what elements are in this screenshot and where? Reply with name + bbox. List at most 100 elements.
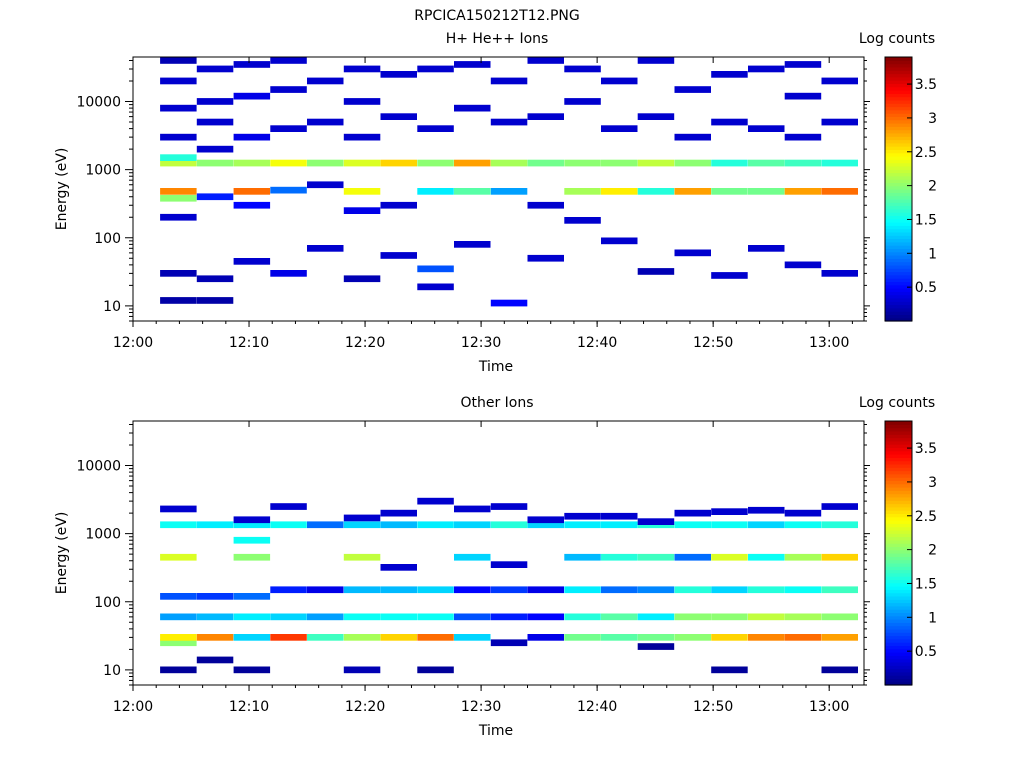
colorbar-swatch [885,424,912,429]
heatmap-cell [307,521,344,529]
colorbar-swatch [885,142,912,147]
heatmap-cell [196,656,234,664]
heatmap-cell [380,113,417,120]
heatmap-cell [564,586,601,594]
heatmap-cell [454,241,491,248]
heatmap-cell [601,521,638,529]
heatmap-cell [233,536,271,544]
plot-axes: 12:00 12:10 12:20 12:30 12:40 12:50 13:00 10 100… [76,420,870,715]
colorbar-swatch [885,106,912,111]
heatmap-cell [564,65,601,73]
figure-title: RPCICA150212T12.PNG [414,8,579,24]
heatmap-cell [490,299,528,307]
heatmap-cell [233,634,271,641]
heatmap-cell [417,613,454,621]
colorbar-swatch [885,529,912,534]
heatmap-cell [637,643,675,650]
heatmap-cell [233,666,271,674]
colorbar-swatch [885,218,912,223]
heatmap-cell [711,634,748,641]
colorbar-swatch [885,288,912,292]
colorbar-swatch [885,671,912,676]
heatmap-cell [343,553,381,561]
heatmap-cell [417,265,454,273]
colorbar-swatch [885,599,912,604]
x-tick-label: 12:00 [113,335,153,351]
colorbar-swatch [885,546,912,551]
heatmap-cell [711,613,748,621]
heatmap-cell [527,613,564,621]
x-tick-label: 12:50 [693,699,733,715]
colorbar-swatch [885,132,912,137]
heatmap-cell [564,188,601,195]
y-tick-label: 10000 [76,95,121,111]
colorbar-swatch [885,99,912,104]
heatmap-cell [564,613,601,621]
heatmap-cell [527,521,564,529]
colorbar-swatch [885,93,912,98]
colorbar-swatch [885,569,912,574]
heatmap-cell [307,634,344,641]
heatmap-cell [784,509,822,517]
heatmap-cell [196,98,234,105]
heatmap-cell [821,553,858,561]
colorbar-swatch [885,625,912,630]
colorbar-tick-label: 2.5 [915,509,937,525]
heatmap-cell [270,613,307,621]
heatmap-cell [601,613,638,621]
heatmap-cell [784,521,822,529]
colorbar-swatch [885,589,912,594]
heatmap-cell [160,505,197,513]
heatmap-cell [490,159,528,167]
heatmap-cell [307,77,344,85]
x-tick-label: 13:00 [809,335,849,351]
colorbar-swatch [885,642,912,646]
heatmap-cell [821,666,858,674]
colorbar-swatch [885,615,912,620]
heatmap-cell [417,159,454,167]
colorbar-swatch [885,553,912,557]
heatmap-cell [160,593,197,600]
heatmap-cell [233,521,271,529]
colorbar-tick-label: 1 [928,246,937,262]
heatmap-cell [160,613,197,621]
colorbar-swatch [885,156,912,160]
colorbar-swatch [885,291,912,296]
heatmap-cell [343,613,381,621]
colorbar-swatch [885,189,912,193]
heatmap-cell [711,666,748,674]
heatmap-cell [821,118,858,126]
heatmap-cell [233,188,271,195]
colorbar-swatch [885,622,912,627]
heatmap-cell [490,503,528,510]
heatmap-cell [160,188,197,195]
colorbar-swatch [885,317,912,322]
colorbar-swatch [885,231,912,236]
colorbar-swatch [885,628,912,633]
y-tick-label: 10 [103,299,121,315]
colorbar-swatch [885,421,912,425]
y-tick-label: 10000 [76,459,121,475]
colorbar-swatch [885,675,912,679]
x-tick-label: 12:30 [461,335,501,351]
colorbar-swatch [885,208,912,213]
colorbar-swatch [885,281,912,286]
colorbar-swatch [885,510,912,514]
y-tick-label: 1000 [85,527,121,543]
colorbar-swatch [885,182,912,187]
colorbar-swatch [885,638,912,643]
heatmap-cell [601,77,638,85]
colorbar-tick-label: 3 [928,475,937,491]
colorbar-tick-label: 2 [928,179,937,195]
y-tick-label: 100 [94,595,121,611]
colorbar-swatch [885,480,912,485]
heatmap-cell [160,639,197,647]
colorbar-swatch [885,297,912,302]
colorbar-swatch [885,513,912,518]
heatmap-cell [527,516,564,524]
heatmap-cell [160,297,197,304]
heatmap-cell [270,521,307,529]
colorbar-swatch [885,602,912,607]
heatmap-cell [196,275,234,283]
colorbar-swatch [885,278,912,282]
